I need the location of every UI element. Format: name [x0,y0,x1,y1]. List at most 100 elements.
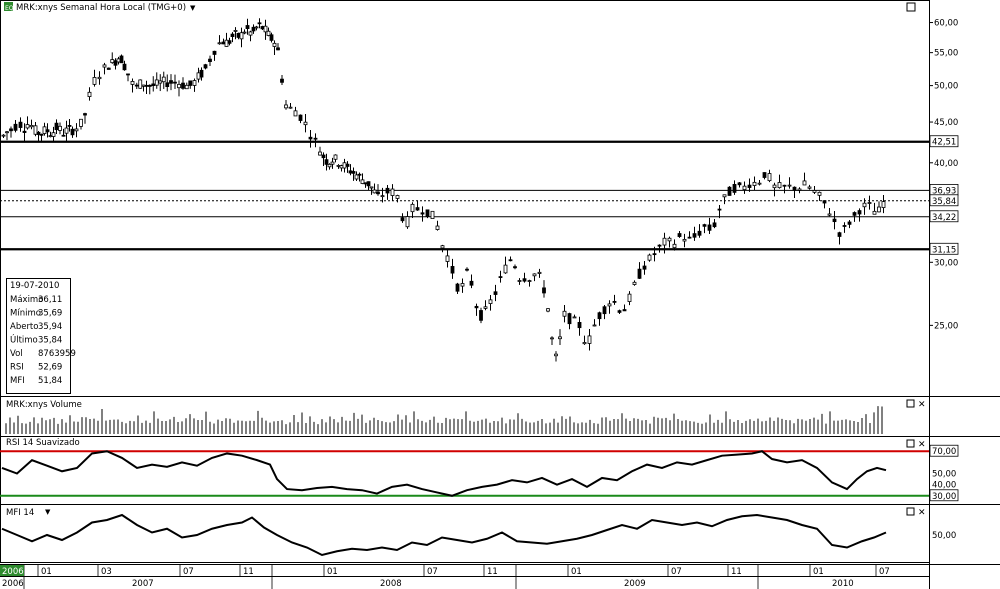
candle-body [199,69,204,78]
candle-body [119,55,124,64]
level-label-box [929,194,959,207]
candle-body [637,268,642,279]
price-tick-label: 55,00 [934,49,958,59]
candle-body [737,182,742,186]
candle-body [380,195,385,198]
candle-body [45,129,50,133]
candle-body [632,281,637,285]
info-row-label: Último [10,334,38,346]
candle-body [582,342,587,345]
candle-body [87,91,92,97]
rsi-tick-box [929,489,959,502]
candle-body [141,84,146,87]
mfi-axis: 50,00 [932,531,956,541]
candle-body [221,41,226,45]
candle-body [236,32,241,38]
candle-body [29,124,34,128]
candle-body [577,322,582,329]
candle-body [612,300,617,303]
candle-body [138,79,143,89]
candle-body [677,233,682,237]
month-label: 11 [731,567,742,577]
mfi-dropdown-icon[interactable]: ▼ [45,508,51,516]
candle-body [263,25,268,33]
candle-body [857,210,862,215]
info-row-label: Vol [10,349,23,359]
candle-body [192,80,197,86]
volume-maximize-icon[interactable] [906,399,915,408]
candle-body [607,303,612,307]
year-label: 2009 [624,579,646,589]
title-dropdown-icon[interactable]: ▼ [190,4,196,12]
candle-body [587,335,592,344]
rsi-maximize-icon[interactable] [906,439,915,448]
candle-body [513,266,517,269]
candle-body [742,185,747,191]
month-label: 07 [671,567,682,577]
candle-body [151,83,156,87]
price-tick-label: 50,00 [934,82,958,92]
candle-body [546,308,550,312]
month-label: 01 [327,567,338,577]
candle-body [627,293,632,302]
candle-body [280,78,284,83]
mfi-close-icon[interactable]: ✕ [918,508,926,518]
candle-body [22,130,27,133]
candle-body [852,212,857,216]
info-row-value: 51,84 [38,376,62,386]
candle-body [67,125,72,127]
volume-close-icon[interactable]: ✕ [918,400,926,410]
level-label: 36,93 [932,186,956,196]
candle-body [366,181,371,187]
candle-body [465,268,469,271]
info-row-label: Máximo [10,295,43,305]
candle-body [787,184,792,187]
candle-body [313,137,318,140]
level-label-box [929,135,959,148]
candle-body [881,201,886,208]
candle-body [862,202,867,208]
maximize-icon[interactable] [906,2,916,12]
app-icon[interactable] [4,2,13,11]
candle-body [9,128,13,132]
candle-body [455,283,460,292]
candle-body [39,133,44,136]
candle-body [469,280,474,286]
time-axis: 01 03 07 11 01 07 11 01 07 11 01 07 2006 2007 2008 2009… [0,565,890,589]
candle-body [647,254,652,261]
candle-body [687,236,692,239]
candle-body [410,203,415,213]
mfi-series [1,513,887,557]
candle-body [154,79,159,86]
candle-body [165,82,170,87]
candle-body [767,173,772,182]
rsi-tick-box [929,444,959,457]
candle-body [592,324,597,327]
candle-body [792,186,797,191]
candle-body [522,278,527,282]
month-label: 07 [183,567,194,577]
candle-body [336,165,341,167]
candle-body [667,237,672,242]
candle-body [217,42,222,45]
candle-body [717,208,722,211]
level-label: 31,15 [932,245,956,255]
candle-body [877,206,881,213]
candle-body [682,238,687,242]
month-label: 01 [571,567,582,577]
candle-body [369,186,374,189]
candle-body [288,106,293,109]
mfi-maximize-icon[interactable] [906,507,915,516]
rsi-close-icon[interactable]: ✕ [918,440,926,450]
info-row-value: 35,94 [38,322,62,332]
chart-title: MRK:xnys Semanal Hora Local (TMG+0) [16,3,186,13]
candle-body [245,25,250,29]
year-label: 2010 [832,579,854,589]
candle-body [450,266,455,274]
info-row-label: MFI [10,376,25,386]
candle-body [158,80,163,84]
candle-body [248,31,253,36]
year-label: 2006 [2,579,24,589]
